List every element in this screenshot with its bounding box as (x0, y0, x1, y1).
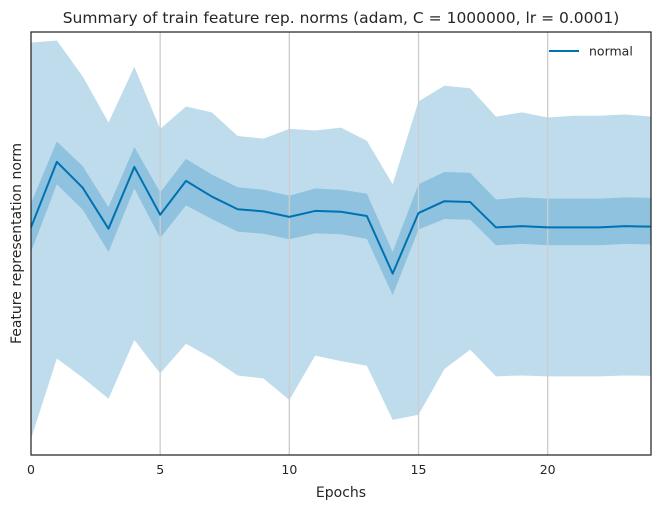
series-layer (30, 160, 652, 275)
grid-layer (159, 32, 549, 455)
chart-title: Summary of train feature rep. norms (ada… (63, 9, 620, 27)
outer-band-normal (31, 40, 651, 439)
legend-label-normal: normal (589, 44, 633, 59)
x-tick-label-15: 15 (411, 462, 427, 477)
x-axis-label: Epochs (316, 485, 366, 501)
x-tick-label-20: 20 (540, 462, 556, 477)
legend: normal (549, 44, 633, 59)
x-tick-label-10: 10 (281, 462, 297, 477)
series-line-normal (30, 160, 652, 275)
y-axis-label: Feature representation norm (9, 143, 25, 344)
x-tick-label-0: 0 (27, 462, 35, 477)
band-layer (31, 40, 651, 439)
plot-frame (30, 31, 652, 456)
x-tick-label-5: 5 (156, 462, 164, 477)
x-tick-layer: 0 5 10 15 20 (27, 462, 556, 477)
